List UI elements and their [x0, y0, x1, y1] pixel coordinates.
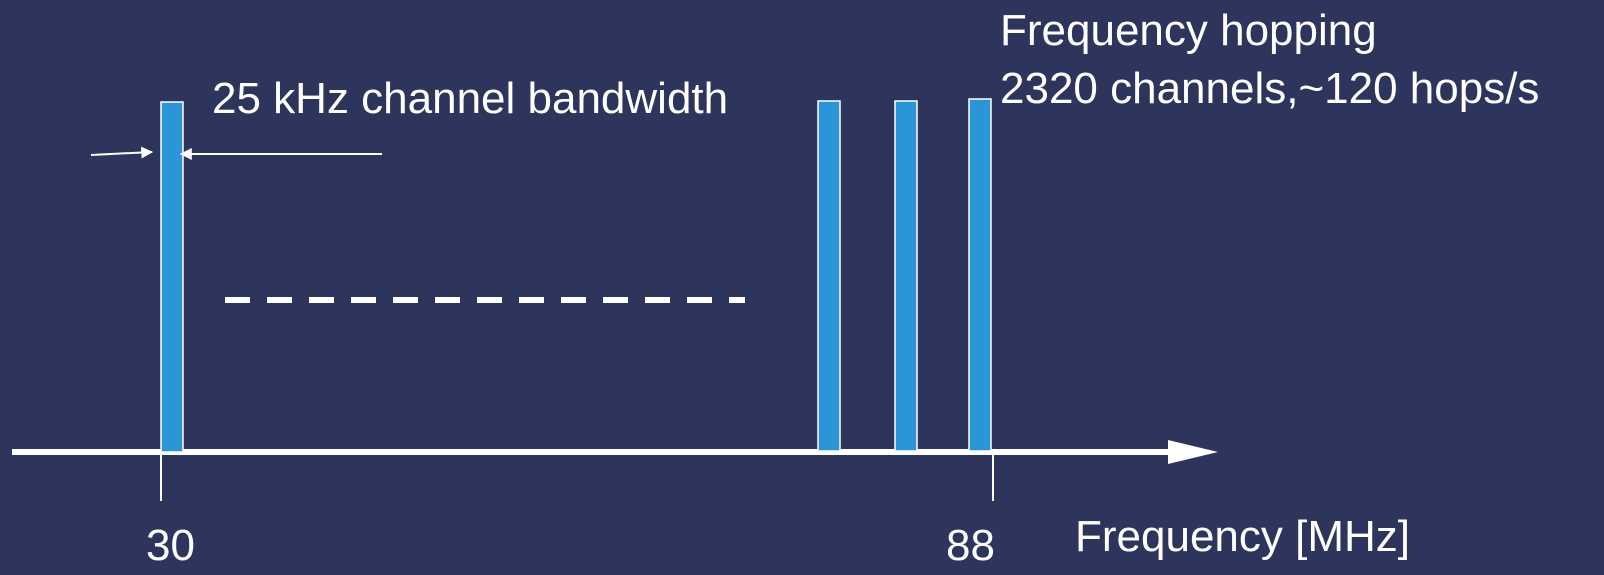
channel-bar [968, 98, 992, 452]
frequency-axis-arrow [1168, 440, 1218, 464]
bandwidth-arrow-left [90, 146, 154, 159]
hopping-title: Frequency hopping [1000, 6, 1377, 55]
tick-label-end: 88 [946, 521, 995, 570]
bandwidth-label: 25 kHz channel bandwidth [212, 74, 729, 123]
channel-bar [894, 100, 918, 452]
tick-label-start: 30 [146, 521, 195, 570]
hopping-detail: 2320 channels,~120 hops/s [1000, 64, 1540, 113]
channel-bar-first [160, 101, 184, 453]
channel-bar [817, 100, 841, 452]
frequency-axis-label: Frequency [MHz] [1075, 512, 1410, 561]
